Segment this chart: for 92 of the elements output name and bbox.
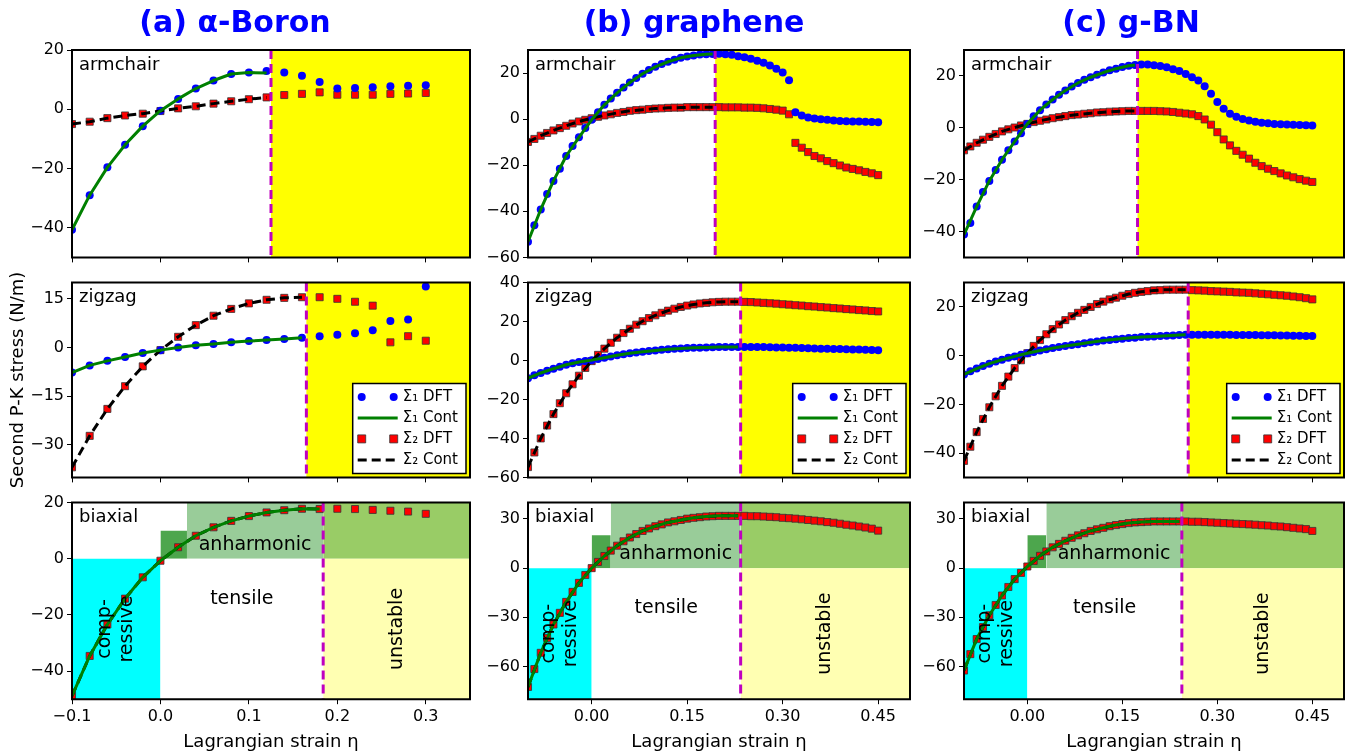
x-tick-label: 0.2 xyxy=(324,705,351,725)
y-tick-label: −15 xyxy=(30,385,64,405)
y-tick-label: −40 xyxy=(30,216,64,236)
annotation: zigzag xyxy=(535,285,593,307)
y-tick-label: −40 xyxy=(486,200,520,220)
x-tick-label: 0.30 xyxy=(1199,705,1236,725)
y-axis-title: Second P-K stress (N/m) xyxy=(5,271,27,489)
x-axis-title: Lagrangian strain η xyxy=(1066,729,1242,751)
annotation: zigzag xyxy=(79,285,137,307)
annotation: biaxial xyxy=(971,505,1031,527)
chart-title: (b) graphene xyxy=(583,3,805,39)
y-tick-label: −30 xyxy=(922,606,956,626)
y-tick-label: 0 xyxy=(53,98,64,118)
y-tick-label: −20 xyxy=(922,393,956,413)
annotation: biaxial xyxy=(79,505,139,527)
y-tick-label: 0 xyxy=(945,557,956,577)
annotation: zigzag xyxy=(971,285,1029,307)
y-tick-label: 20 xyxy=(935,65,956,85)
y-tick-label: −20 xyxy=(486,388,520,408)
y-tick-label: −30 xyxy=(486,606,520,626)
series-label: tensile xyxy=(634,595,698,618)
y-tick-label: −20 xyxy=(922,168,956,188)
legend-label: Σ₁ DFT xyxy=(1276,386,1327,405)
series-label: comp- ressive xyxy=(535,600,580,668)
legend-label: Σ₂ DFT xyxy=(842,428,893,447)
y-tick-label: 0 xyxy=(53,336,64,356)
y-tick-label: 20 xyxy=(43,491,64,511)
series-label: tensile xyxy=(210,585,274,608)
legend-label: Σ₁ Cont xyxy=(402,407,459,426)
legend-label: Σ₁ DFT xyxy=(842,386,893,405)
y-tick-label: −40 xyxy=(922,442,956,462)
legend-label: Σ₂ Cont xyxy=(402,449,459,468)
series-label: anharmonic xyxy=(1057,541,1171,564)
x-tick-label: 0.00 xyxy=(1009,705,1046,725)
y-tick-label: 0 xyxy=(53,547,64,567)
series-label: unstable xyxy=(812,592,835,675)
x-tick-label: 0.1 xyxy=(236,705,262,725)
y-tick-label: 0 xyxy=(945,344,956,364)
annotation: armchair xyxy=(79,52,160,74)
legend-label: Σ₁ Cont xyxy=(1276,407,1333,426)
series-label: unstable xyxy=(1249,592,1272,675)
legend-label: Σ₁ DFT xyxy=(402,386,453,405)
y-tick-label: −60 xyxy=(922,655,956,675)
y-tick-label: 30 xyxy=(935,508,956,528)
y-tick-label: 0 xyxy=(509,349,520,369)
y-tick-label: 15 xyxy=(43,287,64,307)
series-label: anharmonic xyxy=(198,531,312,554)
series-label: tensile xyxy=(1072,595,1137,618)
legend-label: Σ₂ Cont xyxy=(842,449,899,468)
y-tick-label: 0 xyxy=(509,557,520,577)
x-tick-label: 0.30 xyxy=(764,705,801,725)
x-axis-title: Lagrangian strain η xyxy=(183,729,359,751)
y-tick-label: 0 xyxy=(509,108,520,128)
annotation: armchair xyxy=(535,52,616,74)
x-tick-label: 0.3 xyxy=(413,705,439,725)
legend-label: Σ₂ DFT xyxy=(1276,428,1327,447)
y-tick-label: 20 xyxy=(935,296,956,316)
x-tick-label: 0.45 xyxy=(1294,705,1331,725)
legend-label: Σ₂ DFT xyxy=(402,428,453,447)
y-tick-label: −20 xyxy=(486,154,520,174)
annotation: biaxial xyxy=(535,505,595,527)
x-tick-label: 0.0 xyxy=(147,705,174,725)
y-tick-label: −40 xyxy=(486,427,520,447)
x-axis-title: Lagrangian strain η xyxy=(631,729,807,751)
legend-label: Σ₂ Cont xyxy=(1276,449,1333,468)
series-label: comp- ressive xyxy=(92,595,137,663)
y-tick-label: 30 xyxy=(499,508,520,528)
y-tick-label: 20 xyxy=(499,310,520,330)
y-tick-label: 20 xyxy=(499,62,520,82)
y-tick-label: −20 xyxy=(30,157,64,177)
y-tick-label: −30 xyxy=(30,434,64,454)
y-tick-label: −40 xyxy=(30,660,64,680)
annotation: armchair xyxy=(971,52,1052,74)
series-label: comp- ressive xyxy=(971,600,1016,668)
y-tick-label: 0 xyxy=(945,116,956,136)
x-tick-label: −0.1 xyxy=(52,705,92,725)
x-tick-label: 0.15 xyxy=(669,705,705,725)
y-tick-label: −20 xyxy=(30,604,64,624)
series-label: unstable xyxy=(383,587,406,671)
y-tick-label: −60 xyxy=(486,655,520,675)
y-tick-label: 40 xyxy=(499,271,520,291)
y-tick-label: 20 xyxy=(43,39,64,59)
chart-title: (c) g-BN xyxy=(1062,3,1200,39)
y-tick-label: −60 xyxy=(486,246,520,266)
y-tick-label: −60 xyxy=(486,466,520,486)
y-tick-label: −40 xyxy=(922,220,956,240)
legend-label: Σ₁ Cont xyxy=(842,407,899,426)
chart-title: (a) α-Boron xyxy=(139,3,331,39)
series-label: anharmonic xyxy=(619,541,733,564)
x-tick-label: 0.15 xyxy=(1104,705,1141,725)
x-tick-label: 0.45 xyxy=(860,705,896,725)
x-tick-label: 0.00 xyxy=(573,705,610,725)
